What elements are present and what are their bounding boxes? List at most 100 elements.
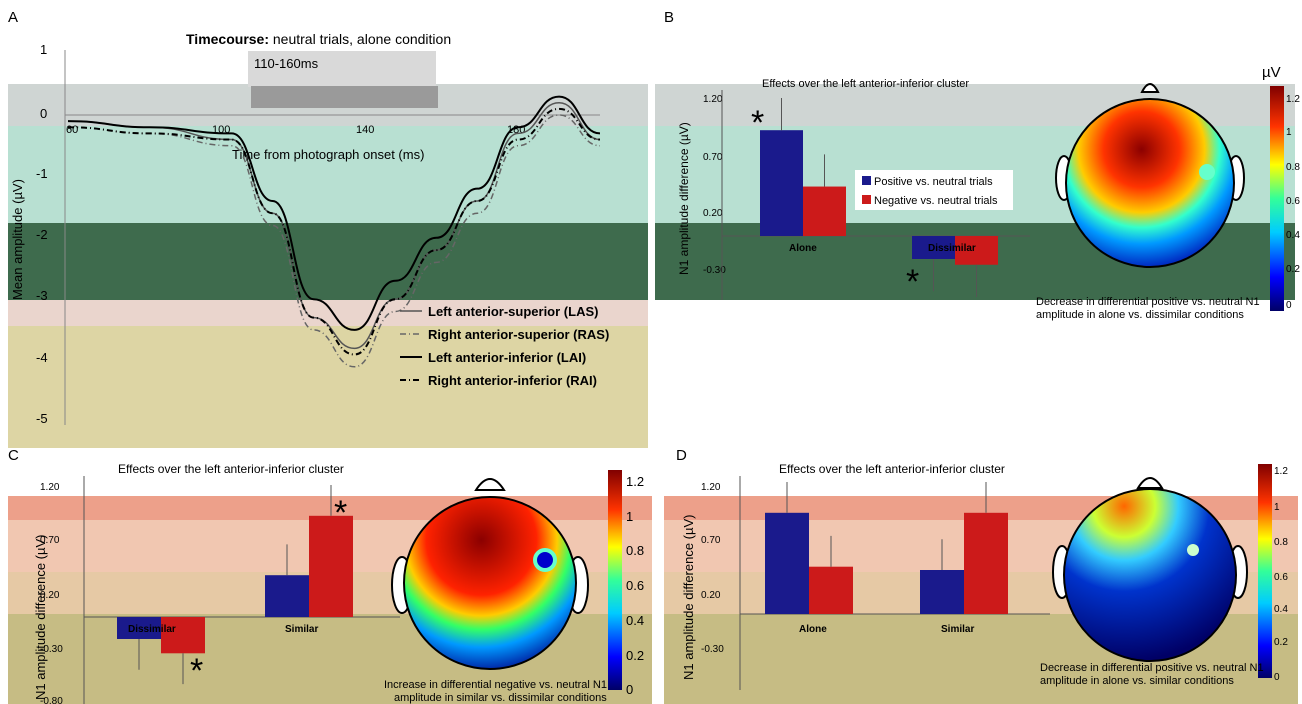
- panel-c-bars: [117, 485, 353, 685]
- nose-c: [474, 478, 506, 491]
- b-cat-alone: Alone: [789, 243, 817, 254]
- c-scale-02: 0.2: [626, 648, 644, 663]
- legend-rai: Right anterior-inferior (RAI): [428, 373, 597, 388]
- b-scale-0: 0: [1286, 300, 1292, 311]
- c-star-dissimilar: *: [190, 652, 203, 690]
- b-scale-06: 0.6: [1286, 196, 1300, 207]
- a-ytick-1: 1: [40, 42, 47, 57]
- bar-b-alone-negative: [803, 186, 846, 236]
- c-scale-0: 0: [626, 682, 633, 697]
- c-scale-04: 0.4: [626, 613, 644, 628]
- unit-label: µV: [1262, 64, 1281, 81]
- b-star-dissimilar: *: [906, 263, 919, 301]
- panel-a-ylabel: Mean amplitude (µV): [10, 179, 25, 300]
- colorbar-b-ticks: 1.2 1 0.8 0.6 0.4 0.2 0: [1286, 94, 1300, 311]
- hotspot-d: [1187, 544, 1199, 556]
- hotspot-c: [533, 548, 557, 572]
- panel-b-title: Effects over the left anterior-inferior …: [762, 78, 969, 90]
- band-pink: [8, 300, 648, 326]
- panel-a-label: A: [8, 9, 18, 26]
- panel-d-ylabel: N1 amplitude difference (µV): [681, 515, 696, 681]
- b-ytick-020: 0.20: [703, 208, 723, 219]
- colorbar-c: [608, 470, 622, 690]
- c-ytick-070: 0.70: [40, 535, 60, 546]
- bar-c-similar-negative: [309, 515, 353, 617]
- a-xtick-140: 140: [356, 124, 374, 136]
- bar-d-similar-negative: [964, 512, 1008, 614]
- c-ytick-m030: -0.30: [40, 644, 63, 655]
- line-ras: [67, 114, 601, 368]
- legend-positive: Positive vs. neutral trials: [874, 176, 993, 188]
- panel-d-bars: [765, 482, 1008, 614]
- panel-a-yticks: 1 0 -1 -2 -3 -4 -5: [36, 42, 48, 426]
- b-star-alone: *: [751, 104, 764, 142]
- c-ytick-120: 1.20: [40, 482, 60, 493]
- panel-d: D Effects over the left anterior-inferio…: [664, 447, 1298, 704]
- bar-b-dissimilar-positive: [912, 236, 955, 259]
- a-ytick-0: 0: [40, 106, 47, 121]
- c-scale-08: 0.8: [626, 543, 644, 558]
- bar-b-dissimilar-negative: [955, 236, 998, 265]
- d-ytick-020: 0.20: [701, 590, 721, 601]
- head-map-d: [1052, 477, 1248, 662]
- d-ytick-m030: -0.30: [701, 644, 724, 655]
- d-scale-08: 0.8: [1274, 537, 1288, 548]
- d-cat-similar: Similar: [941, 624, 974, 635]
- time-window-label: 110-160ms: [254, 56, 319, 71]
- c-scale-12: 1.2: [626, 474, 644, 489]
- panel-a-title-rest: neutral trials, alone condition: [269, 31, 451, 47]
- b-scale-1: 1: [1286, 127, 1292, 138]
- d-caption-2: amplitude in alone vs. similar condition…: [1040, 675, 1234, 687]
- c-scale-1: 1: [626, 509, 633, 524]
- panel-c-yticks: 1.20 0.70 0.20 -0.30 -0.80: [40, 482, 63, 704]
- a-ytick-m3: -3: [36, 288, 48, 303]
- b-scale-12: 1.2: [1286, 94, 1300, 105]
- time-window-box: [248, 51, 436, 87]
- panel-a-title-bold: Timecourse:: [186, 31, 269, 47]
- scalp-c: [403, 496, 577, 670]
- d-cat-alone: Alone: [799, 624, 827, 635]
- b-scale-08: 0.8: [1286, 162, 1300, 173]
- d-scale-02: 0.2: [1274, 637, 1288, 648]
- d-scale-1: 1: [1274, 502, 1280, 513]
- time-window-bar: [251, 86, 438, 108]
- a-ytick-m5: -5: [36, 411, 48, 426]
- b-ytick-120: 1.20: [703, 94, 723, 105]
- d-ytick-120: 1.20: [701, 482, 721, 493]
- colorbar-d: [1258, 464, 1272, 678]
- c-caption-1: Increase in differential negative vs. ne…: [384, 679, 607, 691]
- panel-a-legend: Left anterior-superior (LAS) Right anter…: [400, 304, 609, 388]
- bar-d-alone-positive: [765, 512, 809, 614]
- d-scale-0: 0: [1274, 672, 1280, 683]
- panel-d-title: Effects over the left anterior-inferior …: [779, 462, 1005, 476]
- nose-b: [1140, 83, 1160, 93]
- scalp-b: [1065, 98, 1235, 268]
- panel-b-bars: [760, 98, 998, 297]
- c-star-similar: *: [334, 494, 347, 532]
- panel-a-title: Timecourse: neutral trials, alone condit…: [186, 31, 451, 47]
- bar-c-dissimilar-positive: [117, 617, 161, 639]
- line-lai: [67, 95, 601, 331]
- band-teal: [8, 126, 648, 223]
- a-ytick-m2: -2: [36, 227, 48, 242]
- bar-d-similar-positive: [920, 570, 964, 614]
- d-scale-06: 0.6: [1274, 572, 1288, 583]
- panel-a-lines: [67, 95, 601, 368]
- head-map-b: [1055, 83, 1245, 268]
- head-map-c: [391, 478, 589, 670]
- line-rai: [67, 107, 601, 356]
- panel-b-label: B: [664, 9, 674, 26]
- d-scale-12: 1.2: [1274, 466, 1288, 477]
- c-scale-06: 0.6: [626, 578, 644, 593]
- panel-c-ylabel: N1 amplitude difference (µV): [33, 535, 48, 701]
- legend-ras: Right anterior-superior (RAS): [428, 327, 609, 342]
- band-khaki: [8, 326, 648, 448]
- panel-a: A 110-160ms Timecourse: neutral trials, …: [8, 9, 648, 448]
- legend-negative: Negative vs. neutral trials: [874, 195, 998, 207]
- nose-d: [1136, 477, 1164, 489]
- panel-b: B Effects over the left anterior-inferio…: [655, 9, 1300, 321]
- panel-a-xlabel: Time from photograph onset (ms): [232, 147, 424, 162]
- c-cat-similar: Similar: [285, 624, 318, 635]
- panel-b-yticks: 1.20 0.70 0.20 -0.30: [703, 94, 726, 276]
- c-ytick-m080: -0.80: [40, 696, 63, 704]
